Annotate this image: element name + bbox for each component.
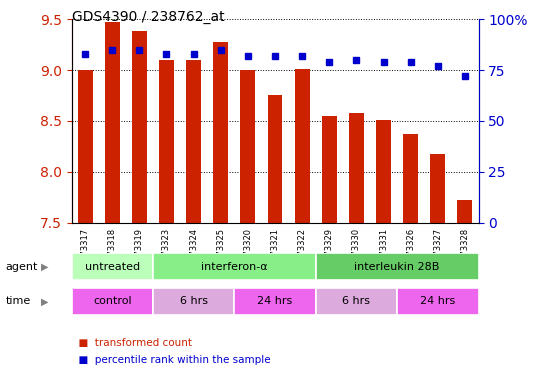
Bar xyxy=(316,288,397,315)
Bar xyxy=(240,70,255,223)
Text: ▶: ▶ xyxy=(41,296,49,306)
Text: ▶: ▶ xyxy=(41,262,49,272)
Text: agent: agent xyxy=(6,262,38,272)
Bar xyxy=(267,94,283,223)
Bar xyxy=(153,253,316,280)
Bar xyxy=(322,116,337,223)
Text: 6 hrs: 6 hrs xyxy=(180,296,207,306)
Text: interferon-α: interferon-α xyxy=(201,262,268,272)
Bar xyxy=(458,200,472,223)
Bar xyxy=(234,288,316,315)
Text: 6 hrs: 6 hrs xyxy=(343,296,370,306)
Bar xyxy=(132,31,147,223)
Bar xyxy=(397,288,478,315)
Bar xyxy=(104,22,120,223)
Bar xyxy=(186,60,201,223)
Text: 24 hrs: 24 hrs xyxy=(257,296,293,306)
Bar xyxy=(403,134,418,223)
Text: control: control xyxy=(93,296,131,306)
Bar xyxy=(72,288,153,315)
Bar xyxy=(153,288,234,315)
Text: 24 hrs: 24 hrs xyxy=(420,296,455,306)
Bar xyxy=(430,154,446,223)
Text: interleukin 28B: interleukin 28B xyxy=(354,262,440,272)
Bar xyxy=(376,120,391,223)
Bar xyxy=(213,41,228,223)
Text: ■  percentile rank within the sample: ■ percentile rank within the sample xyxy=(72,355,270,365)
Text: untreated: untreated xyxy=(85,262,140,272)
Text: ■  transformed count: ■ transformed count xyxy=(72,338,191,348)
Bar xyxy=(159,60,174,223)
Bar xyxy=(295,69,310,223)
Text: GDS4390 / 238762_at: GDS4390 / 238762_at xyxy=(72,10,224,23)
Bar xyxy=(72,253,153,280)
Text: time: time xyxy=(6,296,31,306)
Bar xyxy=(316,253,478,280)
Bar xyxy=(349,113,364,223)
Bar xyxy=(78,70,92,223)
